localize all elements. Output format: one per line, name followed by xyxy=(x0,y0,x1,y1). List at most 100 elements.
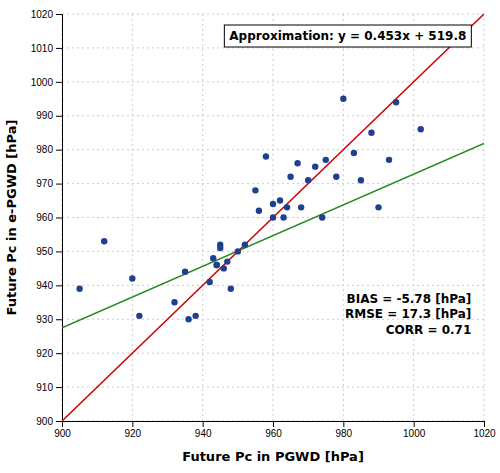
tick-label: 940 xyxy=(36,280,53,291)
grid-line xyxy=(62,387,484,388)
tick-label: 1010 xyxy=(31,43,54,54)
point xyxy=(386,157,392,163)
tick-label: 1020 xyxy=(31,9,54,20)
point xyxy=(287,174,293,180)
annotation-frame xyxy=(224,25,471,47)
point xyxy=(242,241,248,247)
tick-label: 960 xyxy=(265,428,282,439)
tick-mark xyxy=(56,116,62,117)
tick-label: 990 xyxy=(36,110,53,121)
point xyxy=(298,204,304,210)
tick: 960 xyxy=(36,212,62,223)
point xyxy=(319,214,325,220)
line xyxy=(62,143,484,327)
point xyxy=(228,286,234,292)
tick-label: 900 xyxy=(36,416,53,427)
point xyxy=(418,126,424,132)
tick-mark xyxy=(56,387,62,388)
tick-mark xyxy=(273,421,274,427)
marks xyxy=(62,14,484,421)
tick-mark xyxy=(56,285,62,286)
point xyxy=(323,157,329,163)
grid xyxy=(62,14,484,421)
point xyxy=(76,286,82,292)
x-axis-title: Future Pc in PGWD [hPa] xyxy=(182,449,364,464)
tick-mark xyxy=(56,319,62,320)
point xyxy=(280,214,286,220)
grid-line xyxy=(62,47,484,48)
tick: 1020 xyxy=(473,421,496,439)
axis-line xyxy=(56,15,63,422)
grid-line xyxy=(62,115,484,116)
tick: 980 xyxy=(335,421,352,439)
tick: 910 xyxy=(36,382,62,393)
plot: 900 920 940 960 980 1000 1020 900 910 920 930 940 95… xyxy=(31,9,496,439)
point xyxy=(312,163,318,169)
tick-mark xyxy=(56,353,62,354)
point xyxy=(235,248,241,254)
y-axis: 900 910 920 930 940 950 960 970 980 990 1000 1010 10… xyxy=(31,9,63,427)
point xyxy=(224,258,230,264)
point xyxy=(171,299,177,305)
point xyxy=(252,187,258,193)
tick: 1010 xyxy=(31,43,62,54)
annotation-box: Approximation: y = 0.453x + 519.8 xyxy=(224,25,471,47)
tick: 940 xyxy=(195,421,212,439)
tick-label: 970 xyxy=(36,178,53,189)
point xyxy=(375,204,381,210)
tick-label: 900 xyxy=(54,428,71,439)
tick-mark xyxy=(56,150,62,151)
tick: 960 xyxy=(265,421,282,439)
tick-mark xyxy=(56,48,62,49)
point xyxy=(129,275,135,281)
tick: 980 xyxy=(36,144,62,155)
point xyxy=(182,269,188,275)
grid-line xyxy=(62,14,484,15)
tick-label: 920 xyxy=(124,428,141,439)
tick-label: 910 xyxy=(36,382,53,393)
tick: 940 xyxy=(36,280,62,291)
tick: 900 xyxy=(54,421,71,439)
tick-label: 1000 xyxy=(31,77,54,88)
tick-mark xyxy=(56,14,62,15)
tick: 930 xyxy=(36,314,62,325)
point xyxy=(263,153,269,159)
tick-mark xyxy=(343,421,344,427)
tick: 990 xyxy=(36,110,62,121)
point xyxy=(185,316,191,322)
point xyxy=(217,245,223,251)
tick: 1020 xyxy=(31,9,62,20)
grid-line xyxy=(62,149,484,150)
point xyxy=(101,238,107,244)
tick-label: 950 xyxy=(36,246,53,257)
annotation: Approximation: y = 0.453x + 519.8 xyxy=(229,29,466,43)
tick-mark xyxy=(203,421,204,427)
tick-label: 1000 xyxy=(403,428,426,439)
tick: 920 xyxy=(124,421,141,439)
tick: 1000 xyxy=(403,421,426,439)
tick-label: 940 xyxy=(195,428,212,439)
tick-mark xyxy=(56,184,62,185)
point xyxy=(277,197,283,203)
axis-line xyxy=(63,422,485,428)
point xyxy=(305,177,311,183)
tick-mark xyxy=(484,421,485,427)
point xyxy=(136,313,142,319)
tick-label: 960 xyxy=(36,212,53,223)
tick: 900 xyxy=(36,416,62,427)
point xyxy=(340,96,346,102)
point xyxy=(393,99,399,105)
point xyxy=(358,177,364,183)
grid-line xyxy=(62,81,484,82)
y-axis-title: Future Pc in e-PGWD [hPa] xyxy=(4,120,19,316)
point xyxy=(214,262,220,268)
tick: 1000 xyxy=(31,77,62,88)
tick-label: 980 xyxy=(335,428,352,439)
tick-label: 920 xyxy=(36,348,53,359)
tick: 920 xyxy=(36,348,62,359)
point xyxy=(270,214,276,220)
point xyxy=(210,255,216,261)
tick-mark xyxy=(414,421,415,427)
point xyxy=(368,130,374,136)
tick-label: 1020 xyxy=(473,428,496,439)
